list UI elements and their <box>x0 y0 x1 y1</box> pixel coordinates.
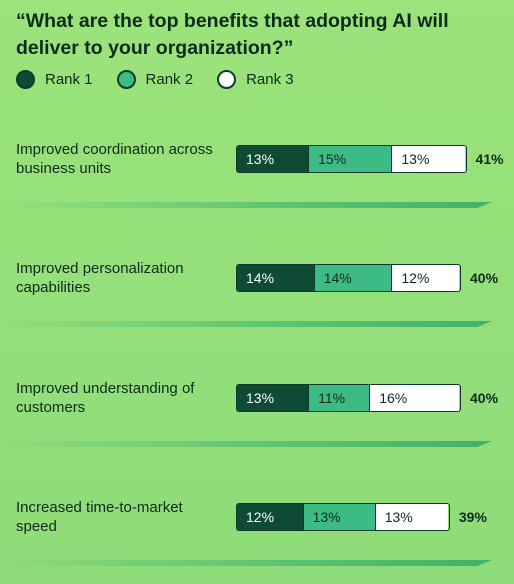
total-value-label: 40% <box>470 270 499 286</box>
bar-segment-rank-1: 12% <box>237 504 304 530</box>
legend-label-rank-2: Rank 2 <box>145 70 194 88</box>
total-value-label: 41% <box>475 151 504 167</box>
category-label: Improved understanding of customers <box>16 380 195 416</box>
total-value-label: 40% <box>470 390 499 406</box>
legend-item-rank-1: Rank 1 <box>16 69 93 89</box>
legend-swatch-rank-3 <box>217 69 237 89</box>
row-divider <box>0 441 492 447</box>
legend-item-rank-2: Rank 2 <box>116 69 194 89</box>
legend-item-rank-3: Rank 3 <box>217 69 294 89</box>
stacked-bar: 13% 11% 16% <box>236 384 461 412</box>
legend-swatch-rank-2 <box>116 69 136 89</box>
bar-segment-rank-1: 13% <box>237 385 310 411</box>
chart-title: “What are the top benefits that adopting… <box>16 10 449 59</box>
stacked-bar: 13% 15% 13% <box>236 145 467 173</box>
stacked-bar: 12% 13% 13% <box>236 503 450 531</box>
legend-label-rank-3: Rank 3 <box>246 70 294 88</box>
bar-segment-rank-3: 13% <box>392 146 465 172</box>
category-label: Improved coordination across business un… <box>16 141 213 177</box>
legend: Rank 1 Rank 2 Rank 3 <box>16 68 318 90</box>
bar-segment-rank-2: 14% <box>314 265 393 291</box>
bar-segment-rank-2: 15% <box>309 146 393 172</box>
bar-segment-rank-2: 11% <box>309 385 371 411</box>
row-divider <box>0 321 492 327</box>
legend-swatch-rank-1 <box>16 69 35 89</box>
total-value-label: 39% <box>458 509 487 525</box>
bar-segment-rank-3: 12% <box>392 265 459 291</box>
row-divider <box>0 560 492 566</box>
category-label: Improved personalization capabilities <box>16 260 184 296</box>
bar-segment-rank-1: 14% <box>237 265 315 291</box>
legend-label-rank-1: Rank 1 <box>45 70 93 88</box>
row-divider <box>0 202 492 208</box>
stacked-bar: 14% 14% 12% <box>236 264 461 292</box>
bar-segment-rank-3: 16% <box>370 385 459 411</box>
bar-segment-rank-1: 13% <box>237 146 310 172</box>
bar-segment-rank-3: 13% <box>375 504 448 530</box>
category-label: Increased time-to-market speed <box>16 499 183 535</box>
bar-segment-rank-2: 13% <box>303 504 376 530</box>
